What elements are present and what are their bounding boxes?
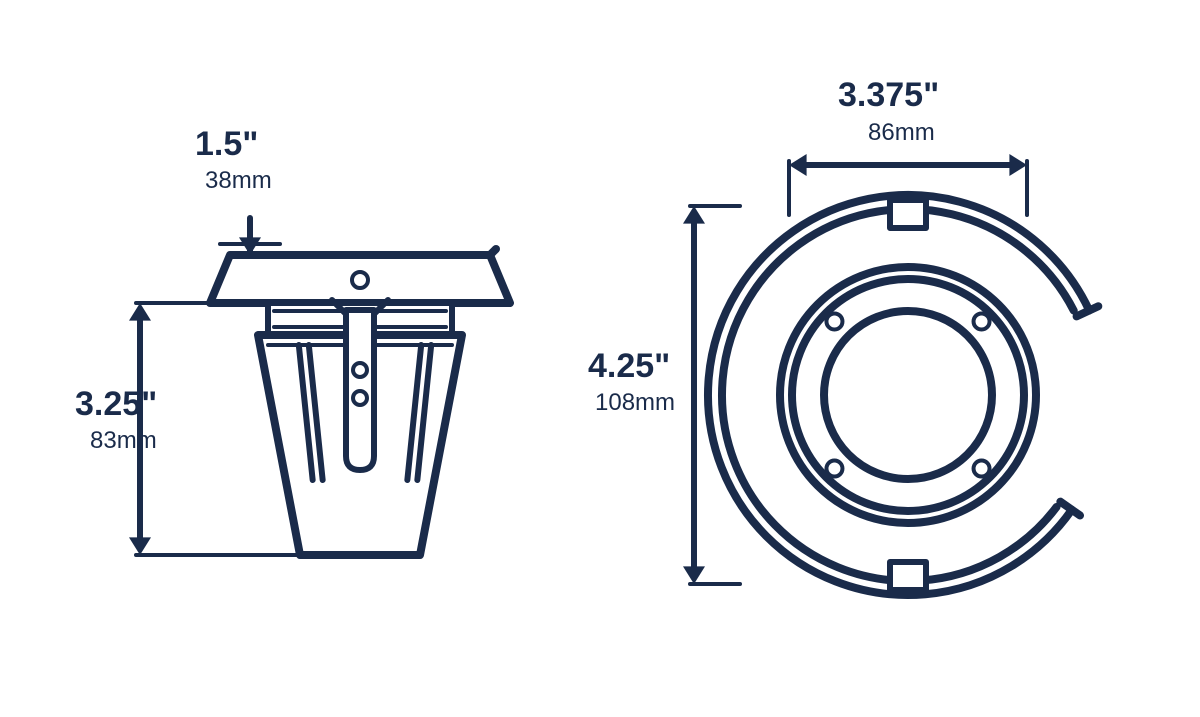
svg-text:4.25": 4.25" — [588, 347, 670, 385]
svg-text:86mm: 86mm — [868, 119, 935, 146]
svg-text:3.25": 3.25" — [75, 385, 157, 423]
svg-text:108mm: 108mm — [595, 389, 675, 416]
svg-text:83mm: 83mm — [90, 427, 157, 454]
svg-text:1.5": 1.5" — [195, 125, 258, 163]
technical-drawing: 1.5" 38mm 3.25" 83mm 3.375" 86mm 4.25" 108mm — [0, 0, 1200, 717]
svg-text:38mm: 38mm — [205, 167, 272, 194]
svg-text:3.375": 3.375" — [838, 76, 939, 114]
diagram-canvas: 1.5" 38mm 3.25" 83mm 3.375" 86mm 4.25" 108mm — [0, 0, 1200, 717]
